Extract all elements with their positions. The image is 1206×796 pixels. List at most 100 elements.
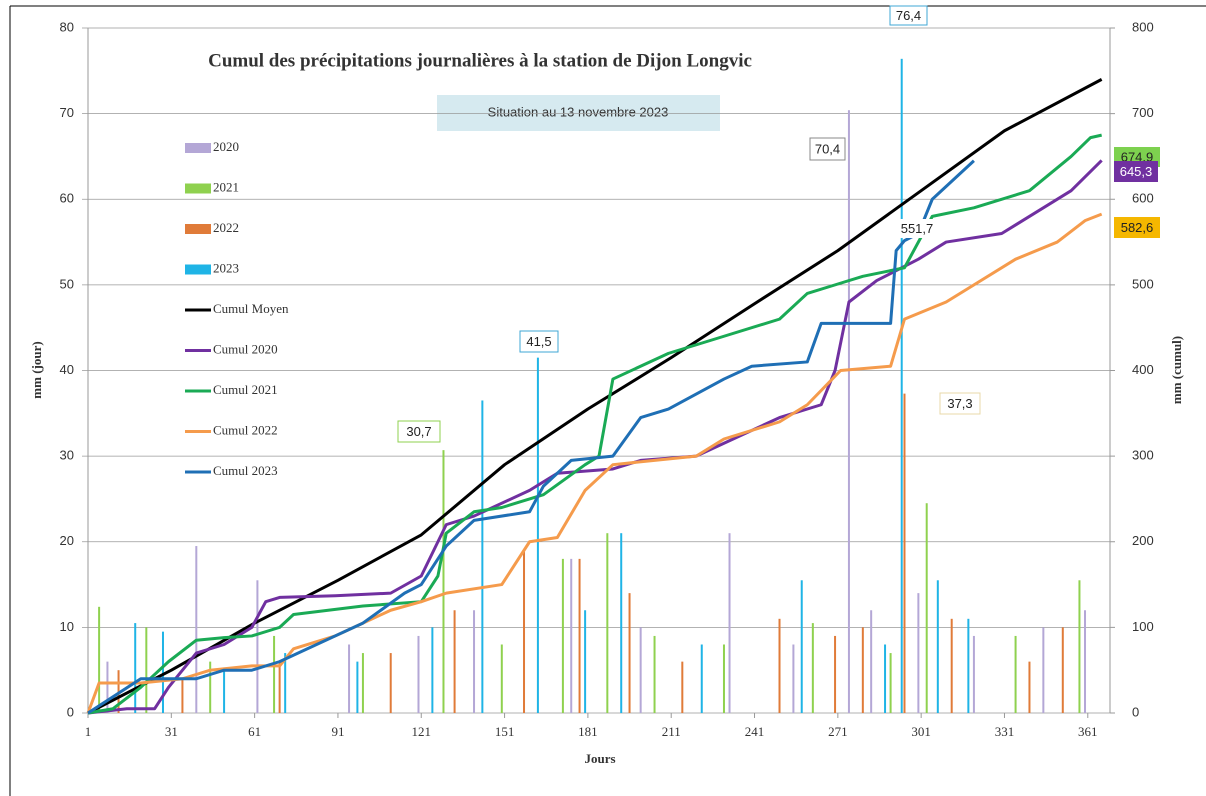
bar — [536, 357, 539, 713]
x-tick-label: 241 — [745, 724, 765, 739]
bar — [653, 635, 656, 713]
legend-swatch — [185, 264, 211, 275]
bar — [917, 593, 920, 713]
legend-label: 2021 — [213, 179, 239, 194]
bar — [681, 661, 684, 713]
bar — [578, 558, 581, 713]
bar — [431, 627, 434, 713]
bar — [967, 618, 970, 713]
bar — [361, 653, 364, 713]
legend-label: Cumul 2021 — [213, 382, 278, 397]
bar — [925, 503, 928, 713]
y2-tick-label: 700 — [1132, 105, 1154, 120]
subtitle-box — [437, 95, 720, 131]
bar — [1028, 661, 1031, 713]
bar — [1014, 635, 1017, 713]
bar — [442, 450, 445, 713]
annotation: 551,7 — [901, 221, 934, 236]
legend-label: 2023 — [213, 260, 239, 275]
bar — [145, 627, 148, 713]
x-tick-label: 1 — [85, 724, 92, 739]
bar — [284, 653, 287, 713]
bar — [834, 635, 837, 713]
cumul-line — [86, 212, 1103, 714]
y-tick-label: 60 — [60, 191, 74, 206]
bar — [417, 635, 420, 713]
legend-swatch — [185, 224, 211, 234]
bar — [778, 618, 781, 713]
x-tick-label: 181 — [578, 724, 598, 739]
y-tick-label: 40 — [60, 362, 74, 377]
bar — [728, 533, 731, 713]
y2-tick-label: 600 — [1132, 191, 1154, 206]
bar — [889, 653, 892, 713]
annotation-box — [519, 330, 559, 353]
bar — [606, 533, 609, 713]
bar — [98, 606, 101, 713]
bar — [847, 110, 850, 713]
x-tick-label: 211 — [662, 724, 681, 739]
bar — [972, 635, 975, 713]
x-tick-label: 331 — [995, 724, 1015, 739]
bar — [256, 580, 259, 713]
subtitle: Situation au 13 novembre 2023 — [488, 104, 669, 119]
y-tick-label: 20 — [60, 533, 74, 548]
legend-label: 2022 — [213, 220, 239, 235]
bar — [195, 546, 198, 713]
bar — [700, 644, 703, 713]
y-axis-label: mm (jour) — [29, 341, 44, 398]
legend-swatch — [185, 183, 211, 194]
bar — [861, 627, 864, 713]
annotation: 582,6 — [1121, 220, 1154, 235]
annotation: 37,3 — [947, 396, 972, 411]
legend-label: 2020 — [213, 139, 239, 154]
bar — [181, 678, 184, 713]
x-tick-label: 91 — [331, 724, 344, 739]
bar — [936, 580, 939, 713]
annotation: 76,4 — [896, 8, 921, 23]
legend-swatch — [185, 143, 211, 153]
annotation-box — [397, 420, 441, 443]
y2-tick-label: 400 — [1132, 362, 1154, 377]
bar — [639, 627, 642, 713]
bar — [811, 623, 814, 713]
bar — [900, 58, 903, 713]
bar — [356, 661, 359, 713]
bar — [389, 653, 392, 713]
annotation-box — [809, 137, 846, 161]
x-tick-label: 361 — [1078, 724, 1098, 739]
bar — [523, 550, 526, 713]
y-tick-label: 30 — [60, 448, 74, 463]
bar — [1042, 627, 1045, 713]
annotation: 41,5 — [526, 334, 551, 349]
bar — [348, 644, 351, 713]
y2-tick-label: 500 — [1132, 276, 1154, 291]
y-tick-label: 50 — [60, 276, 74, 291]
bar — [800, 580, 803, 713]
y-tick-label: 0 — [67, 704, 74, 719]
bar — [273, 635, 276, 713]
legend-label: Cumul Moyen — [213, 301, 289, 316]
annotation-box — [1114, 161, 1158, 182]
annotation-box — [939, 392, 981, 415]
bar — [278, 661, 281, 713]
annotation: 70,4 — [815, 141, 840, 156]
x-tick-label: 31 — [165, 724, 178, 739]
annotation-box — [889, 5, 928, 26]
bar — [223, 670, 226, 713]
y2-tick-label: 200 — [1132, 533, 1154, 548]
bar — [950, 618, 953, 713]
bar — [1061, 627, 1064, 713]
legend-label: Cumul 2022 — [213, 422, 278, 437]
bar — [884, 644, 887, 713]
bar — [1078, 580, 1081, 713]
y2-tick-label: 0 — [1132, 704, 1139, 719]
bar — [473, 610, 476, 713]
y2-axis-label: mm (cumul) — [1169, 336, 1184, 404]
bar — [584, 610, 587, 713]
cumul-line — [87, 159, 975, 715]
bar — [722, 644, 725, 713]
bar — [1084, 610, 1087, 713]
y-tick-label: 10 — [60, 619, 74, 634]
bar — [628, 593, 631, 713]
